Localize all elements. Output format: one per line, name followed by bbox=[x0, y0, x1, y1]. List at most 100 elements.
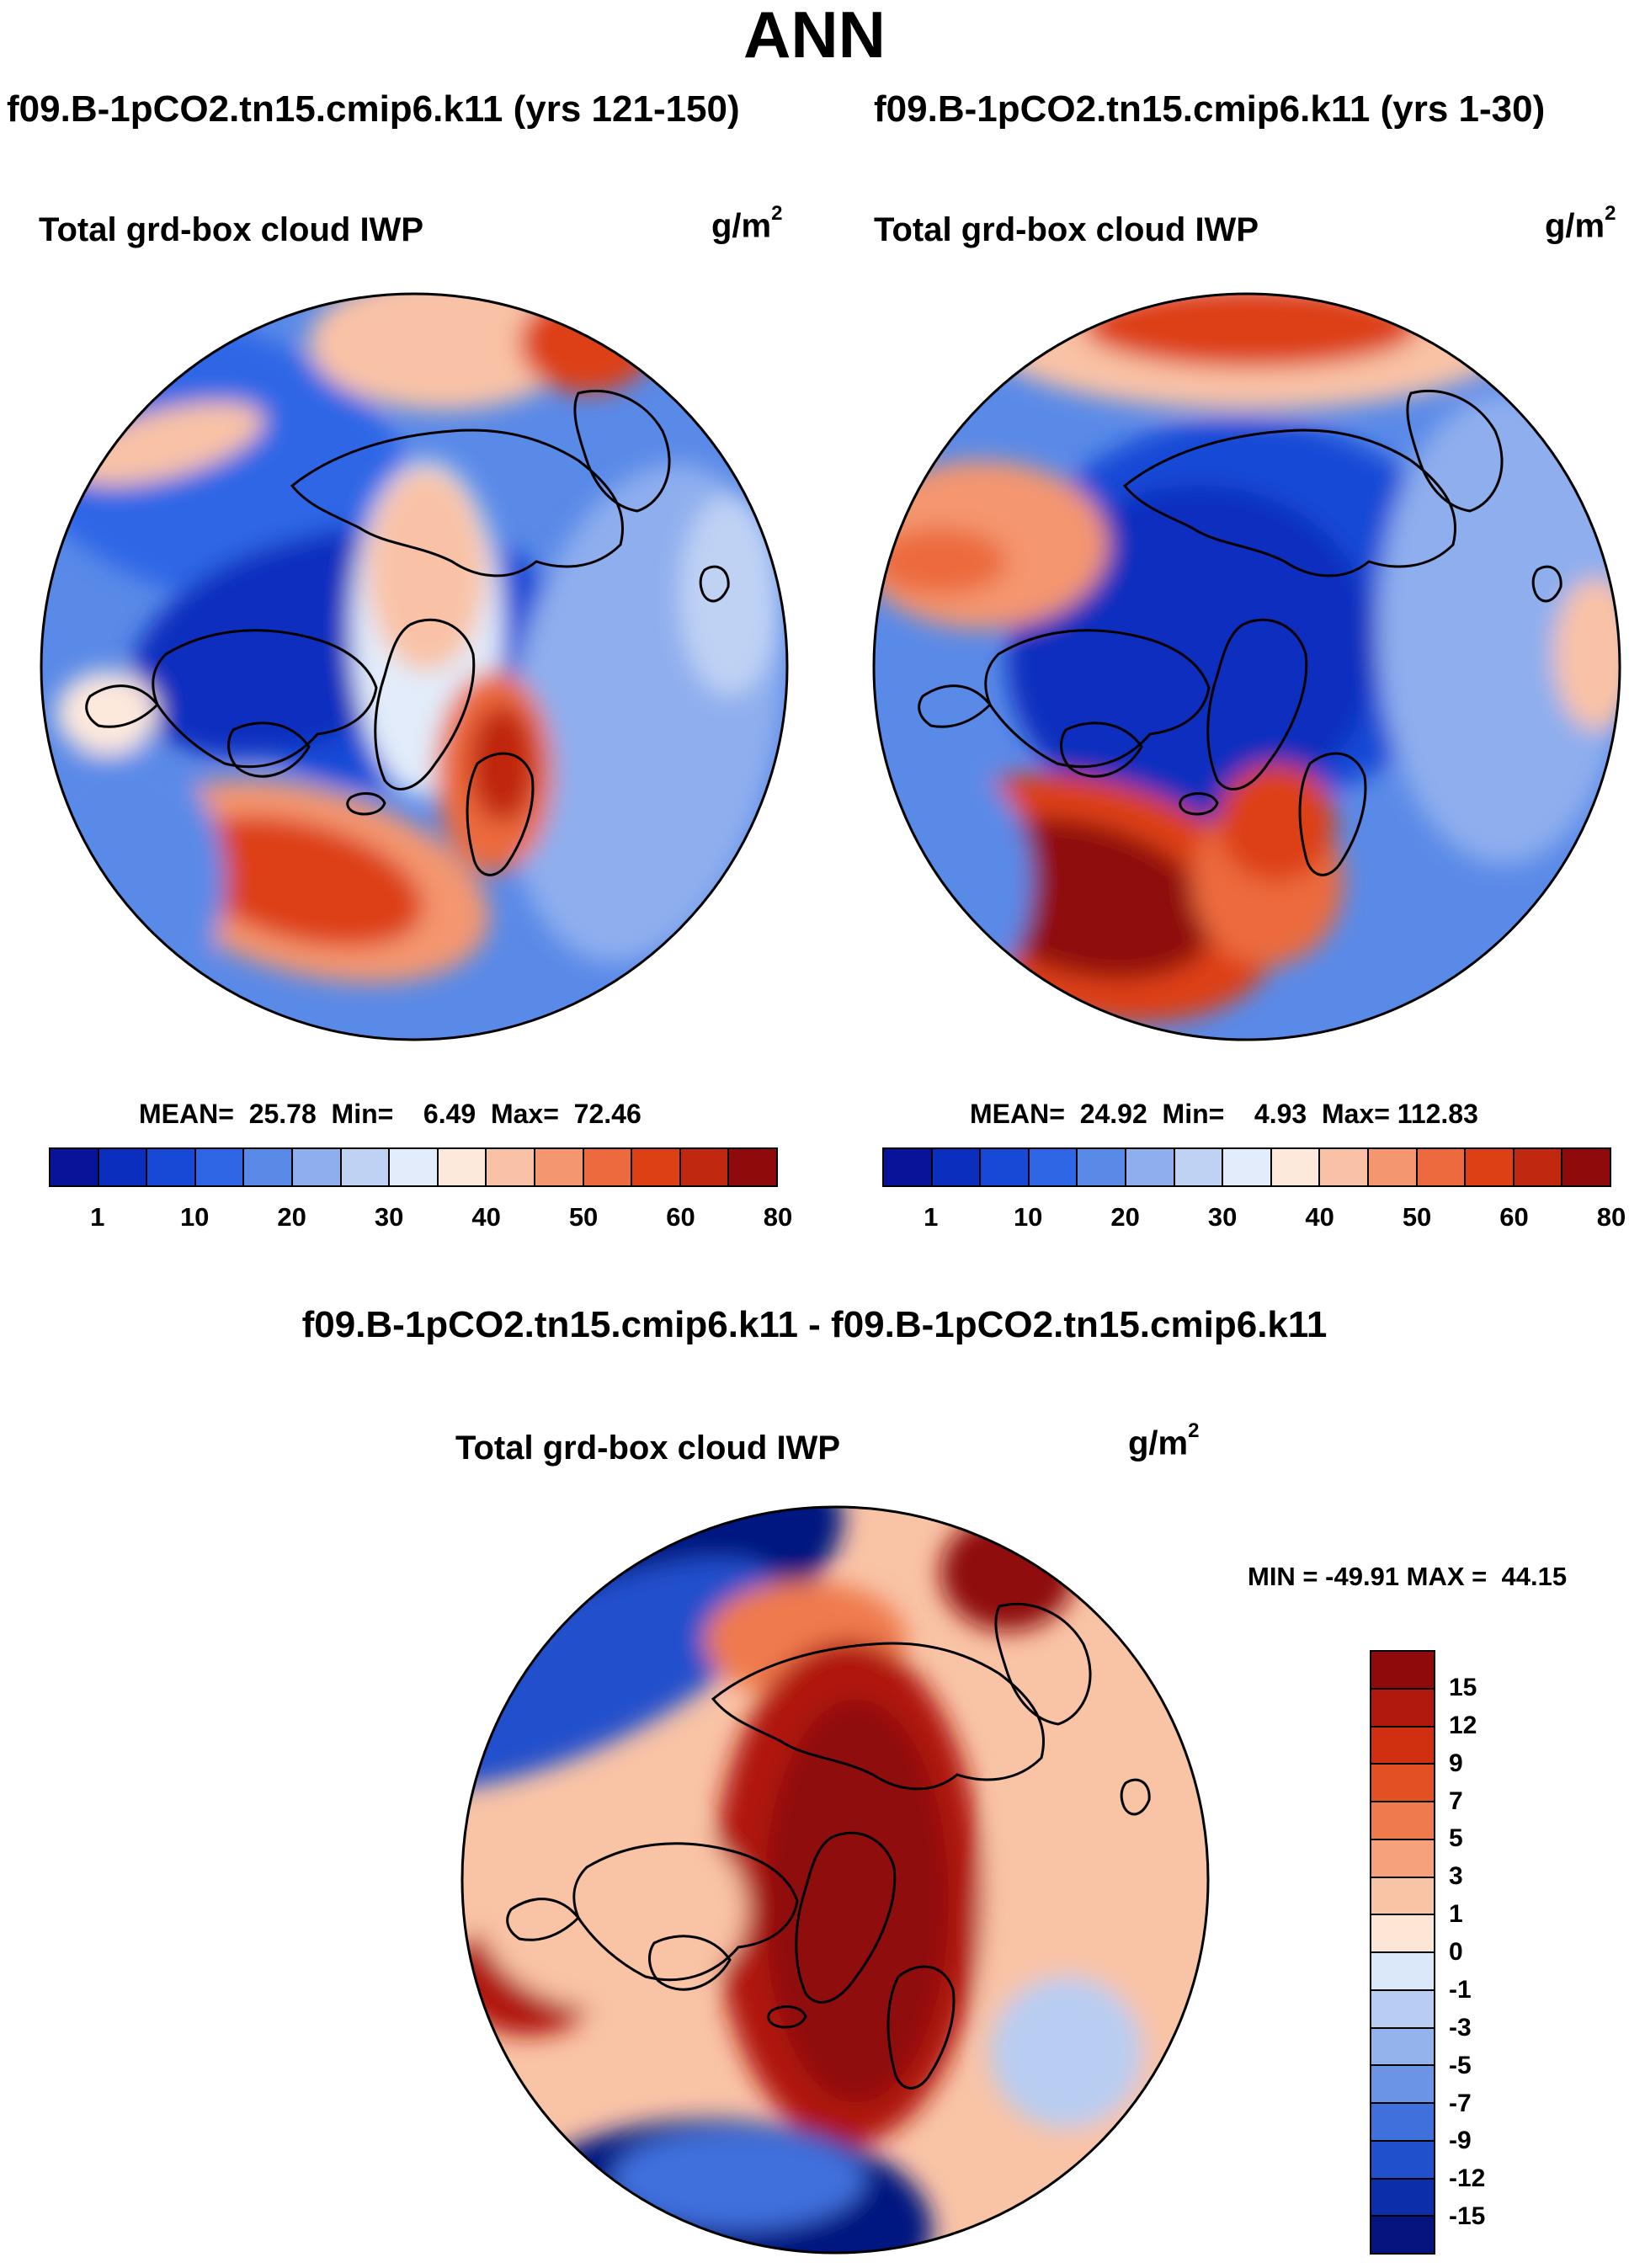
coastline bbox=[1060, 721, 1143, 778]
colorbar-tick-label: 60 bbox=[666, 1202, 695, 1232]
left-colorbar bbox=[49, 1147, 778, 1187]
field-region bbox=[469, 705, 536, 823]
colorbar-swatch bbox=[1514, 1149, 1563, 1185]
colorbar-swatch bbox=[1174, 1149, 1224, 1185]
left-stats: MEAN= 25.78 Min= 6.49 Max= 72.46 bbox=[139, 1099, 641, 1129]
coastline bbox=[1179, 792, 1219, 816]
colorbar-swatch bbox=[1371, 1652, 1434, 1690]
colorbar-swatch bbox=[981, 1149, 1030, 1185]
field-region bbox=[874, 528, 1007, 595]
colorbar-tick-label: 20 bbox=[1110, 1202, 1140, 1232]
colorbar-tick-label: 10 bbox=[1013, 1202, 1043, 1232]
coastline bbox=[648, 1935, 732, 1991]
field-region bbox=[991, 1977, 1142, 2128]
colorbar-tick-label: 40 bbox=[471, 1202, 501, 1232]
coastline bbox=[918, 684, 993, 728]
colorbar-swatch bbox=[1466, 1149, 1515, 1185]
colorbar-swatch bbox=[1078, 1149, 1126, 1185]
diff-field-title: Total grd-box cloud IWP bbox=[455, 1429, 840, 1467]
field-region bbox=[1083, 294, 1419, 368]
colorbar-swatch bbox=[1371, 1689, 1434, 1728]
colorbar-swatch bbox=[583, 1149, 633, 1185]
field-region bbox=[177, 816, 424, 947]
coastline bbox=[506, 1898, 581, 1941]
colorbar-tick-label: 5 bbox=[1449, 1824, 1463, 1853]
colorbar-swatch bbox=[1562, 1149, 1610, 1185]
map-border bbox=[872, 292, 1621, 1041]
map-border bbox=[40, 292, 789, 1041]
right-stats: MEAN= 24.92 Min= 4.93 Max= 112.83 bbox=[970, 1099, 1478, 1129]
left-case-title: f09.B-1pCO2.tn15.cmip6.k11 (yrs 121-150) bbox=[7, 88, 740, 130]
colorbar-swatch bbox=[1029, 1149, 1078, 1185]
right-field-title: Total grd-box cloud IWP bbox=[874, 211, 1259, 248]
colorbar-tick-label: 10 bbox=[179, 1202, 210, 1232]
colorbar-tick-label: -5 bbox=[1449, 2051, 1472, 2079]
colorbar-tick-label: 60 bbox=[1499, 1202, 1529, 1232]
diff-stats: MIN = -49.91 MAX = 44.15 bbox=[1248, 1562, 1568, 1591]
right-case-title: f09.B-1pCO2.tn15.cmip6.k11 (yrs 1-30) bbox=[874, 88, 1546, 130]
colorbar-swatch bbox=[147, 1149, 196, 1185]
colorbar-swatch bbox=[1371, 1990, 1434, 2029]
colorbar-swatch bbox=[244, 1149, 293, 1185]
colorbar-swatch bbox=[632, 1149, 681, 1185]
right-colorbar bbox=[882, 1147, 1611, 1187]
colorbar-tick-label: 0 bbox=[1449, 1938, 1463, 1966]
colorbar-tick-label: 12 bbox=[1449, 1711, 1477, 1739]
colorbar-swatch bbox=[487, 1149, 535, 1185]
coastline bbox=[886, 1965, 956, 2090]
colorbar-tick-label: 3 bbox=[1449, 1862, 1463, 1891]
right-polar-map bbox=[872, 292, 1621, 1041]
field-region bbox=[56, 671, 157, 755]
colorbar-swatch bbox=[1371, 1877, 1434, 1916]
colorbar-swatch bbox=[680, 1149, 730, 1185]
field-region bbox=[67, 402, 264, 486]
colorbar-tick-label: -12 bbox=[1449, 2164, 1486, 2193]
colorbar-swatch bbox=[51, 1149, 99, 1185]
colorbar-tick-label: 80 bbox=[763, 1202, 793, 1232]
colorbar-swatch bbox=[1371, 2217, 1434, 2253]
field-region bbox=[368, 469, 486, 671]
colorbar-tick-label: 50 bbox=[568, 1202, 599, 1232]
colorbar-swatch bbox=[535, 1149, 584, 1185]
coastline bbox=[152, 629, 378, 769]
coastline bbox=[984, 629, 1211, 769]
colorbar-tick-label: 1 bbox=[924, 1202, 939, 1232]
figure-title: ANN bbox=[743, 0, 886, 72]
field-region bbox=[874, 764, 1032, 999]
colorbar-tick-label: 9 bbox=[1449, 1749, 1463, 1777]
colorbar-tick-label: 80 bbox=[1596, 1202, 1626, 1232]
map-field bbox=[462, 1507, 1208, 2253]
colorbar-tick-label: -7 bbox=[1449, 2089, 1472, 2117]
diff-polar-map bbox=[460, 1505, 1210, 2255]
right-units: g/m2 bbox=[1545, 202, 1616, 245]
field-region bbox=[519, 294, 654, 393]
left-polar-map bbox=[40, 292, 789, 1041]
colorbar-swatch bbox=[1371, 2104, 1434, 2142]
left-field-title: Total grd-box cloud IWP bbox=[39, 211, 423, 248]
diff-units: g/m2 bbox=[1128, 1419, 1200, 1462]
coastline bbox=[227, 721, 311, 778]
colorbar-tick-label: 15 bbox=[1449, 1673, 1477, 1701]
coastline bbox=[573, 389, 671, 513]
colorbar-swatch bbox=[1417, 1149, 1467, 1185]
colorbar-swatch bbox=[438, 1149, 487, 1185]
field-region bbox=[612, 2128, 865, 2229]
colorbar-swatch bbox=[1371, 2179, 1434, 2217]
colorbar-swatch bbox=[1371, 1802, 1434, 1840]
colorbar-tick-label: 20 bbox=[277, 1202, 306, 1232]
coastline bbox=[374, 618, 476, 791]
colorbar-tick-label: 50 bbox=[1402, 1202, 1432, 1232]
colorbar-swatch bbox=[1223, 1149, 1272, 1185]
diff-colorbar bbox=[1370, 1650, 1435, 2255]
map-field bbox=[41, 294, 787, 1040]
colorbar-tick-label: 40 bbox=[1305, 1202, 1334, 1232]
colorbar-tick-label: -9 bbox=[1449, 2127, 1472, 2155]
field-region bbox=[764, 1699, 949, 2103]
coastline bbox=[290, 429, 625, 578]
colorbar-swatch bbox=[932, 1149, 982, 1185]
coastline bbox=[795, 1831, 897, 2004]
colorbar-swatch bbox=[195, 1149, 245, 1185]
coastline bbox=[1122, 429, 1457, 578]
colorbar-swatch bbox=[1368, 1149, 1418, 1185]
colorbar-tick-label: 30 bbox=[1207, 1202, 1238, 1232]
